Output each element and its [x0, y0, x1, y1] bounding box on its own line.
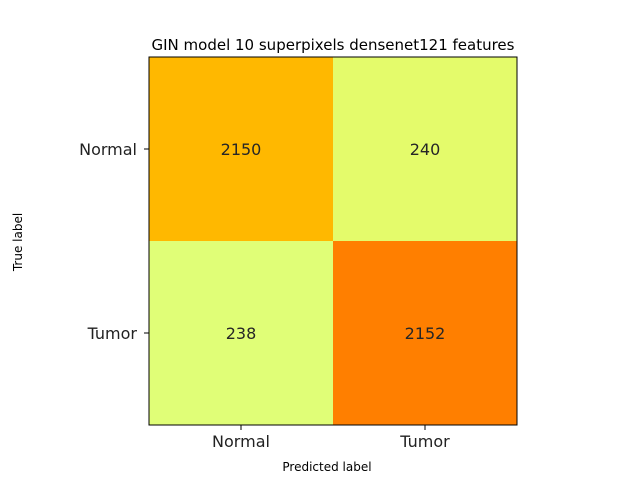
heatmap-cell-label-1-1: 2152 — [405, 324, 446, 343]
chart-title: GIN model 10 superpixels densenet121 fea… — [152, 36, 515, 54]
y-tick-label-0: Normal — [79, 140, 137, 159]
x-tick-label-1: Tumor — [399, 432, 450, 451]
heatmap-cells — [149, 57, 517, 425]
y-axis-label: True label — [11, 213, 25, 272]
heatmap-cell-label-0-1: 240 — [410, 140, 441, 159]
axis-ticks: Normal Tumor Normal Tumor — [79, 140, 450, 451]
heatmap-cell-0-0 — [149, 57, 333, 241]
x-tick-label-0: Normal — [212, 432, 270, 451]
heatmap-cell-0-1 — [333, 57, 517, 241]
heatmap-cell-labels: 2150 240 238 2152 — [221, 140, 446, 343]
heatmap-cell-1-0 — [149, 241, 333, 425]
y-tick-label-1: Tumor — [87, 324, 138, 343]
x-axis-label: Predicted label — [282, 460, 371, 474]
plot-frame — [148, 56, 518, 426]
heatmap-cell-1-1 — [333, 241, 517, 425]
heatmap-cell-label-1-0: 238 — [226, 324, 257, 343]
heatmap-cell-label-0-0: 2150 — [221, 140, 262, 159]
